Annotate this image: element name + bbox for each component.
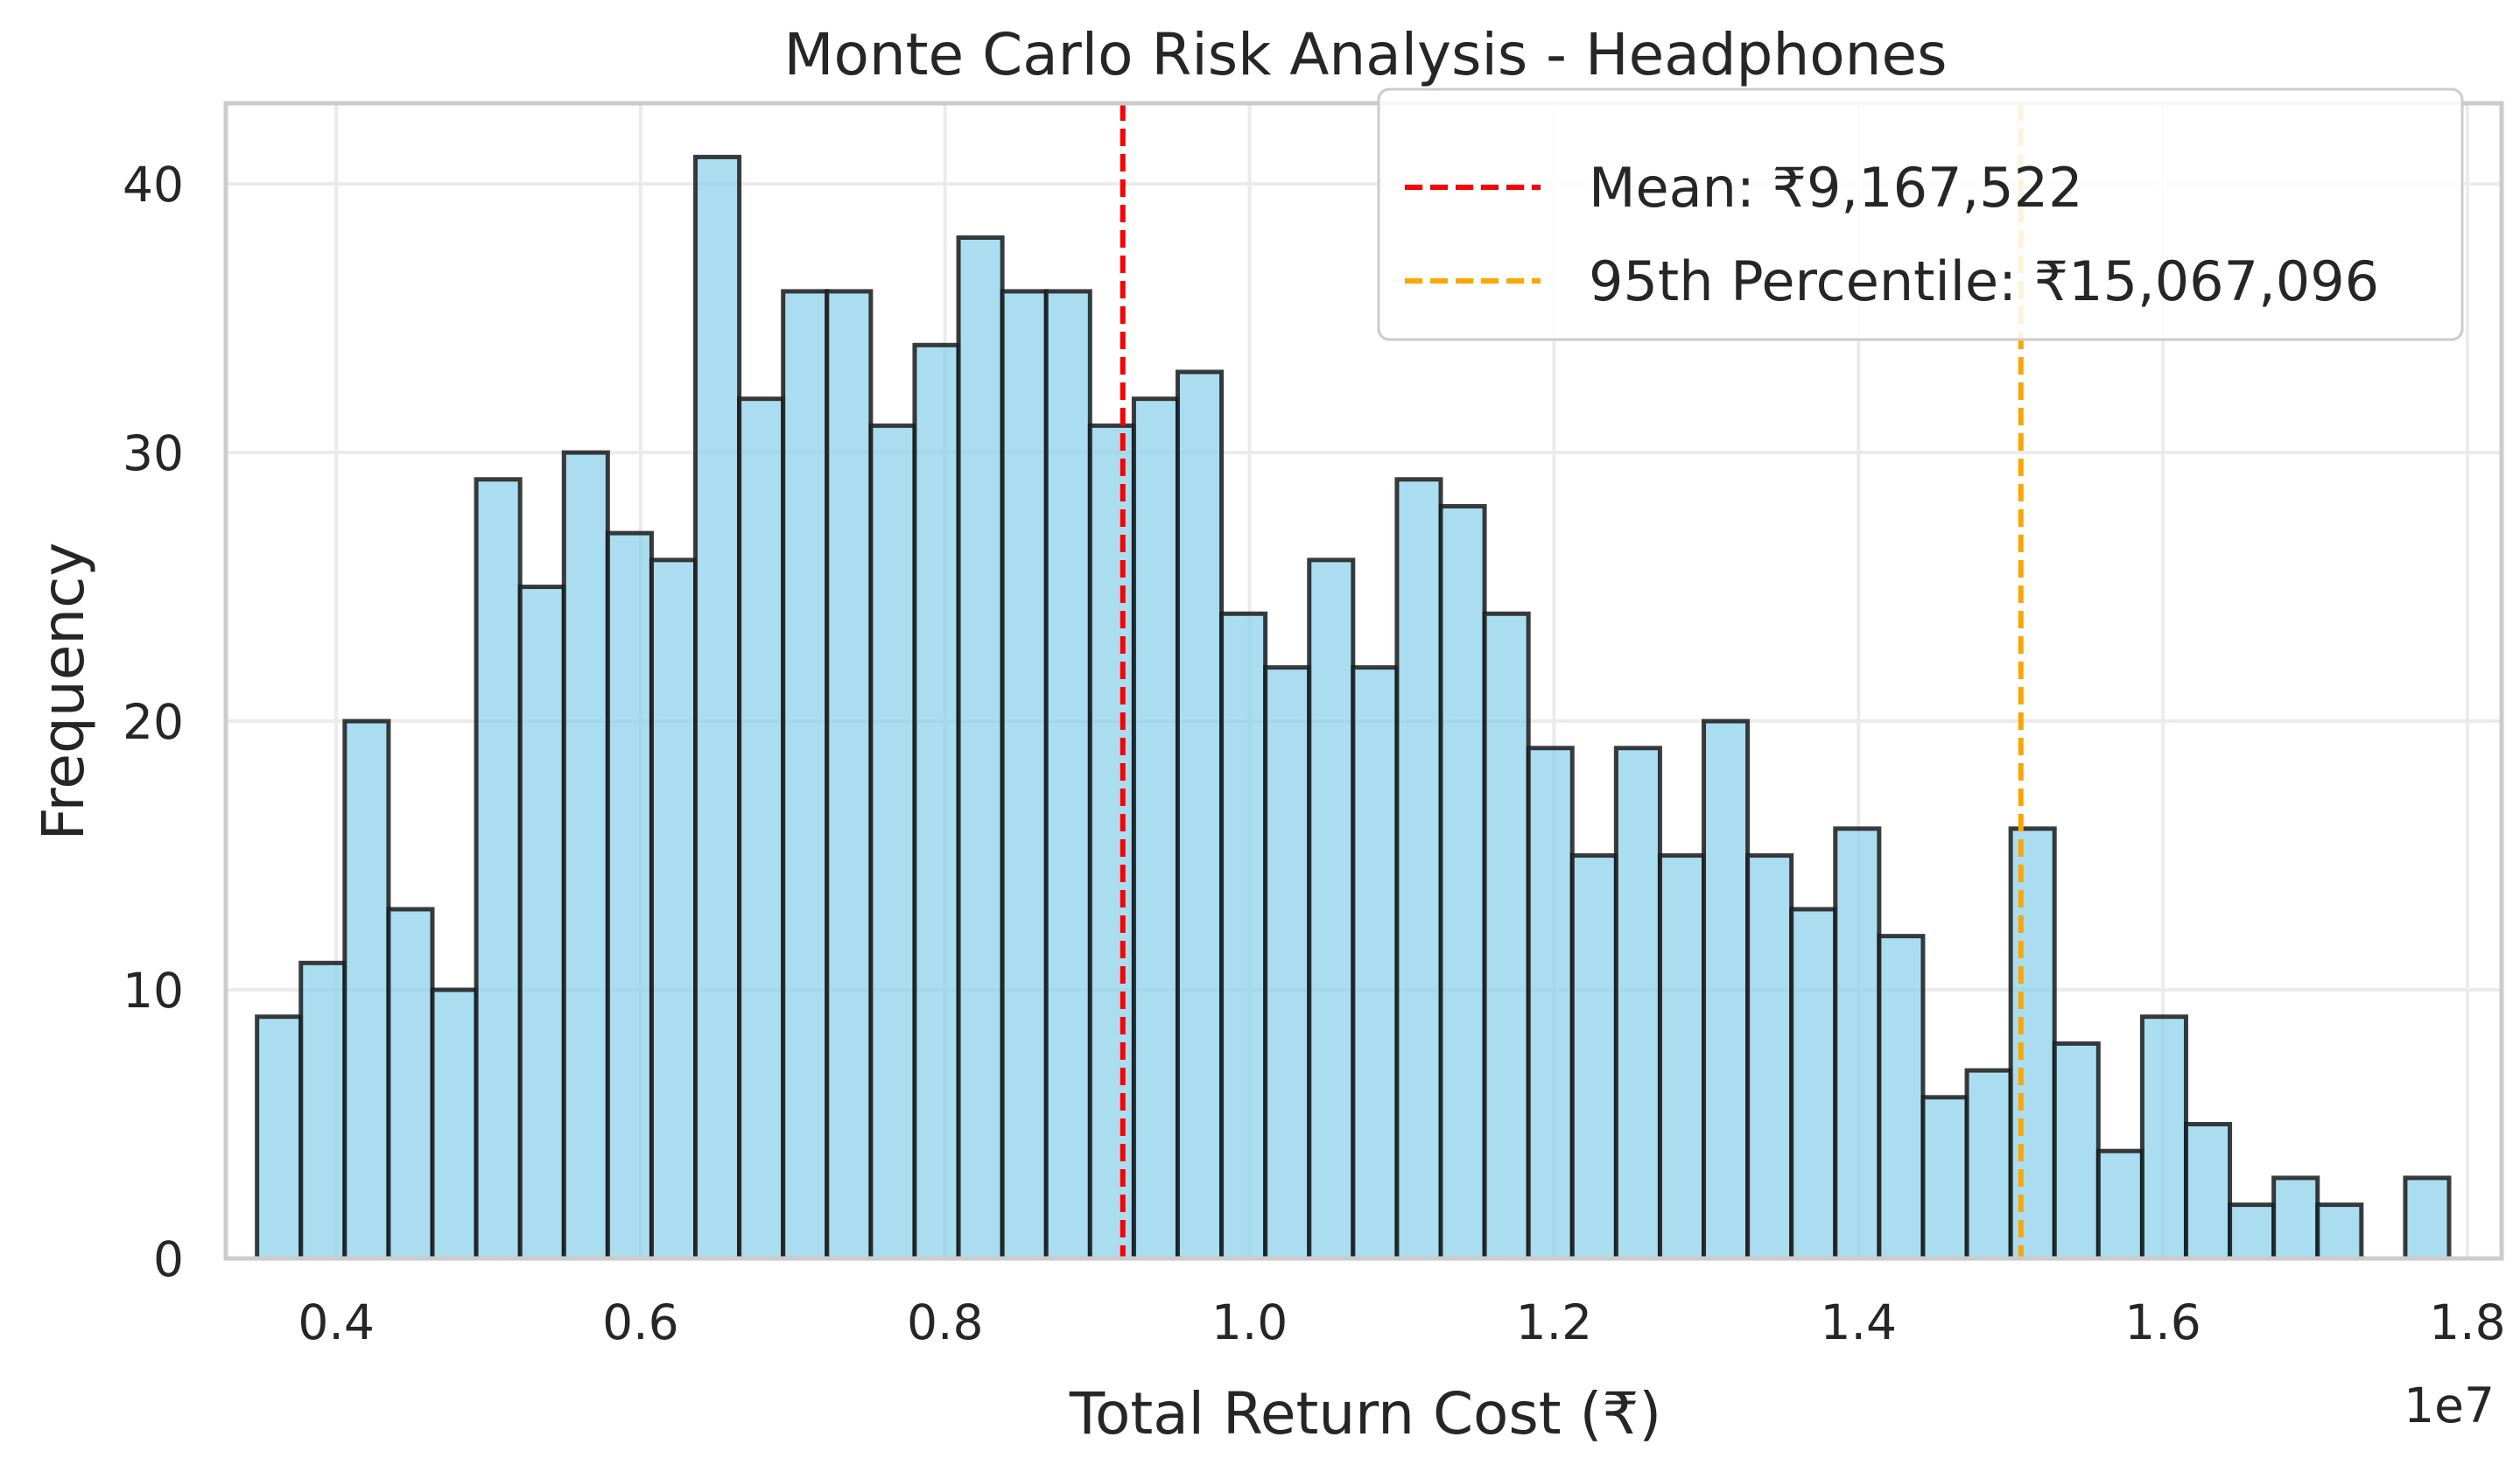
histogram-bar <box>1438 503 1487 1261</box>
chart-title: Monte Carlo Risk Analysis - Headphones <box>784 21 1948 88</box>
histogram-bar <box>1087 423 1136 1261</box>
x-tick-label: 1.8 <box>2429 1294 2505 1350</box>
histogram-bar <box>693 154 742 1261</box>
histogram-bar <box>1964 1068 2013 1261</box>
histogram-bar <box>737 396 786 1261</box>
histogram-bar <box>1307 557 1356 1261</box>
histogram-bar <box>1043 289 1092 1261</box>
histogram-bar <box>561 450 610 1261</box>
x-tick-label: 1.4 <box>1820 1294 1896 1350</box>
histogram-bar <box>298 960 347 1261</box>
histogram-bar <box>2052 1041 2101 1261</box>
histogram-bar <box>1351 665 1400 1261</box>
legend: Mean: ₹9,167,522 95th Percentile: ₹15,06… <box>1377 88 2464 341</box>
x-tick-label: 0.4 <box>298 1294 374 1350</box>
histogram-bar <box>342 718 391 1261</box>
histogram-bar <box>1263 665 1312 1261</box>
x-axis-label: Total Return Cost (₹) <box>1069 1380 1661 1447</box>
histogram-bar <box>1219 611 1268 1261</box>
histogram-bar <box>1131 396 1180 1261</box>
histogram-bar <box>517 585 566 1261</box>
x-tick-labels: 0.4 0.6 0.8 1.0 1.2 1.4 1.6 1.8 <box>298 1294 2505 1350</box>
histogram-bar <box>868 423 917 1261</box>
histogram-bar <box>1000 289 1049 1261</box>
histogram-bar <box>1657 853 1707 1261</box>
histogram-bar <box>2228 1202 2277 1261</box>
histogram-bar <box>2315 1202 2364 1261</box>
histogram-bar <box>1833 826 1882 1261</box>
histogram-bar <box>1702 718 1751 1261</box>
histogram-bar <box>2271 1175 2320 1261</box>
histogram-bar <box>474 477 523 1261</box>
x-tick-label: 1.0 <box>1211 1294 1288 1350</box>
histogram-bar <box>2183 1122 2233 1261</box>
legend-label-mean: Mean: ₹9,167,522 <box>1589 156 2083 220</box>
histogram-bar <box>1175 369 1225 1261</box>
y-tick-labels: 0 10 20 30 40 <box>123 157 184 1287</box>
histogram-bar <box>1394 477 1443 1261</box>
histogram-bar <box>2095 1148 2144 1261</box>
x-tick-label: 0.6 <box>602 1294 678 1350</box>
histogram-bar <box>1569 853 1618 1261</box>
histogram-bar <box>1745 853 1794 1261</box>
y-tick-label: 30 <box>123 425 184 481</box>
histogram-bar <box>605 530 654 1261</box>
legend-box <box>1377 88 2464 341</box>
histogram-bar <box>1877 934 1926 1261</box>
histogram-bar <box>430 987 479 1261</box>
y-tick-label: 20 <box>123 694 184 750</box>
x-tick-label: 0.8 <box>907 1294 983 1350</box>
histogram-bar <box>1920 1095 1969 1261</box>
histogram-bar <box>956 235 1005 1261</box>
histogram-bar <box>2403 1175 2452 1261</box>
y-tick-label: 0 <box>153 1231 184 1287</box>
histogram-bar <box>781 289 830 1261</box>
x-offset-label: 1e7 <box>2404 1377 2495 1433</box>
histogram-bars <box>255 154 2452 1261</box>
legend-label-percentile: 95th Percentile: ₹15,067,096 <box>1589 249 2379 313</box>
histogram-bar <box>386 907 435 1261</box>
histogram-bar <box>912 342 961 1261</box>
histogram-bar <box>1789 907 1838 1261</box>
histogram-bar <box>825 289 874 1261</box>
histogram-bar <box>255 1014 304 1261</box>
histogram-bar <box>2008 826 2057 1261</box>
plot-frame <box>223 101 2504 1261</box>
histogram-bar <box>1613 746 1662 1261</box>
histogram-bar <box>1526 746 1575 1261</box>
x-tick-label: 1.6 <box>2124 1294 2201 1350</box>
histogram-bar <box>2139 1014 2188 1261</box>
histogram-bar <box>1482 611 1531 1261</box>
y-tick-label: 40 <box>123 157 184 213</box>
x-tick-label: 1.2 <box>1516 1294 1592 1350</box>
histogram-bar <box>649 557 698 1261</box>
y-axis-label: Frequency <box>30 543 97 841</box>
y-tick-label: 10 <box>123 963 184 1019</box>
